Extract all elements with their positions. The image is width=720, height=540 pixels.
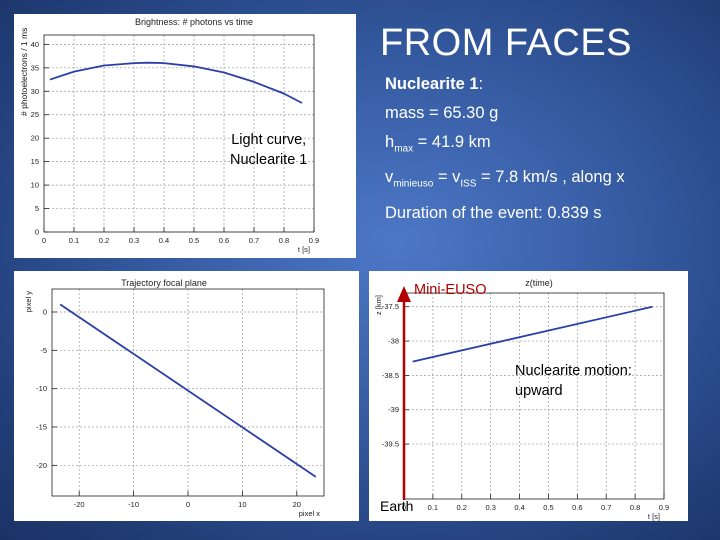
hmax-value: = 41.9 km xyxy=(413,133,491,151)
x-tick-label: 0.5 xyxy=(189,236,199,245)
x-tick-label: 0.3 xyxy=(129,236,139,245)
y-tick-label: -20 xyxy=(36,461,47,470)
y-tick-label: 10 xyxy=(31,181,39,190)
brightness-chart-panel: 0 0.1 0.2 0.3 0.4 0.5 0.6 0.7 0.8 0.9 0 5 10 15 20 25 30… xyxy=(14,14,356,258)
slide-title: FROM FACES xyxy=(380,22,633,64)
motion-note: Nuclearite motion: upward xyxy=(515,361,632,401)
x-tick-label: 0 xyxy=(42,236,46,245)
y-tick-label: 15 xyxy=(31,157,39,166)
y-tick-label: 0 xyxy=(43,308,47,317)
y-tick-label: -39.5 xyxy=(382,440,399,449)
motion-line2: upward xyxy=(515,383,563,399)
y-tick-label: 20 xyxy=(31,134,39,143)
y-tick-label: -10 xyxy=(36,384,47,393)
altitude-chart-panel: 0 0.1 0.2 0.3 0.4 0.5 0.6 0.7 0.8 0.9 -37.5 -38 -38.… xyxy=(369,271,688,521)
mass-text: mass = 65.30 g xyxy=(385,104,499,122)
y-tick-label: -5 xyxy=(40,346,47,355)
y-tick-label: 30 xyxy=(31,87,39,96)
x-tick-label: 0.7 xyxy=(249,236,259,245)
earth-label: Earth xyxy=(380,498,414,514)
x-tick-label: 0.4 xyxy=(514,503,524,512)
motion-line1: Nuclearite motion: xyxy=(515,363,632,379)
nuclearite-heading: Nuclearite 1: xyxy=(385,70,625,99)
trajectory-chart: -20 -10 0 10 20 0 -5 -10 -15 -20 Trajectory focal … xyxy=(24,278,325,518)
chart-title: Trajectory focal plane xyxy=(121,278,207,288)
velocity-sub-iss: ISS xyxy=(460,178,477,190)
velocity-mid: = v xyxy=(433,168,461,187)
x-tick-label: 20 xyxy=(293,500,301,509)
x-tick-label: 0.3 xyxy=(485,503,495,512)
series-line xyxy=(59,303,317,478)
nuclearite-label: Nuclearite 1 xyxy=(385,75,479,93)
velocity-prefix: v xyxy=(385,168,394,187)
y-tick-label: 5 xyxy=(35,204,39,213)
x-tick-label: 0.7 xyxy=(601,503,611,512)
hmax-sub: max xyxy=(394,143,414,155)
y-tick-label: 40 xyxy=(31,40,39,49)
y-tick-label: 0 xyxy=(35,228,39,237)
x-tick-label: 0.1 xyxy=(69,236,79,245)
x-tick-label: 10 xyxy=(238,500,246,509)
chart-title: Brightness: # photons vs time xyxy=(135,17,253,27)
y-tick-label: 25 xyxy=(31,110,39,119)
altitude-chart: 0 0.1 0.2 0.3 0.4 0.5 0.6 0.7 0.8 0.9 -37.5 -38 -38.… xyxy=(374,278,669,521)
upward-arrow-head xyxy=(397,286,411,302)
hmax-prefix: h xyxy=(385,133,395,151)
hmax-text: hmax = 41.9 km xyxy=(385,128,625,163)
x-tick-label: 0.6 xyxy=(572,503,582,512)
series-line xyxy=(49,61,303,104)
x-tick-label: 0.9 xyxy=(659,503,669,512)
trajectory-chart-panel: -20 -10 0 10 20 0 -5 -10 -15 -20 Trajectory focal … xyxy=(14,271,359,521)
x-tick-label: -10 xyxy=(128,500,139,509)
x-tick-label: 0 xyxy=(402,503,406,512)
plot-frame xyxy=(43,34,315,233)
y-axis-label: z [km] xyxy=(374,295,383,315)
x-tick-label: 0.2 xyxy=(99,236,109,245)
chart-title: z(time) xyxy=(525,278,553,288)
y-axis-label: pixel y xyxy=(24,291,33,313)
x-tick-label: -20 xyxy=(74,500,85,509)
nuclearite-info: Nuclearite 1: mass = 65.30 g hmax = 41.9… xyxy=(385,70,625,228)
velocity-sub: minieuso xyxy=(393,178,434,190)
nuclearite-colon: : xyxy=(478,75,484,93)
velocity-text: vminieuso = vISS = 7.8 km/s , along x xyxy=(385,163,625,198)
x-tick-label: 0.8 xyxy=(279,236,289,245)
velocity-value: = 7.8 km/s , along x xyxy=(476,168,625,187)
series-line xyxy=(412,305,653,363)
x-tick-label: 0.5 xyxy=(543,503,553,512)
x-tick-label: 0.8 xyxy=(630,503,640,512)
y-tick-label: -38 xyxy=(388,337,399,346)
light-curve-note: Light curve, Nuclearite 1 xyxy=(230,130,307,170)
x-tick-label: 0.2 xyxy=(457,503,467,512)
y-tick-label: -38.5 xyxy=(382,371,399,380)
light-curve-line1: Light curve, xyxy=(231,132,307,148)
y-tick-label: 35 xyxy=(31,63,39,72)
x-axis-label: pixel x xyxy=(299,509,321,518)
mini-euso-label: Mini-EUSO xyxy=(414,282,487,298)
x-tick-label: 0 xyxy=(186,500,190,509)
light-curve-line2: Nuclearite 1 xyxy=(230,152,308,168)
x-tick-label: 0.1 xyxy=(428,503,438,512)
x-axis-label: t [s] xyxy=(648,512,660,521)
x-tick-label: 0.9 xyxy=(309,236,319,245)
y-tick-label: -39 xyxy=(388,405,399,414)
x-axis-label: t [s] xyxy=(298,245,310,254)
duration-text: Duration of the event: 0.839 s xyxy=(385,203,602,222)
x-tick-label: 0.6 xyxy=(219,236,229,245)
y-tick-label: -37.5 xyxy=(382,302,399,311)
x-tick-label: 0.4 xyxy=(159,236,169,245)
brightness-chart: 0 0.1 0.2 0.3 0.4 0.5 0.6 0.7 0.8 0.9 0 5 10 15 20 25 30… xyxy=(31,17,320,254)
y-tick-label: -15 xyxy=(36,423,47,432)
